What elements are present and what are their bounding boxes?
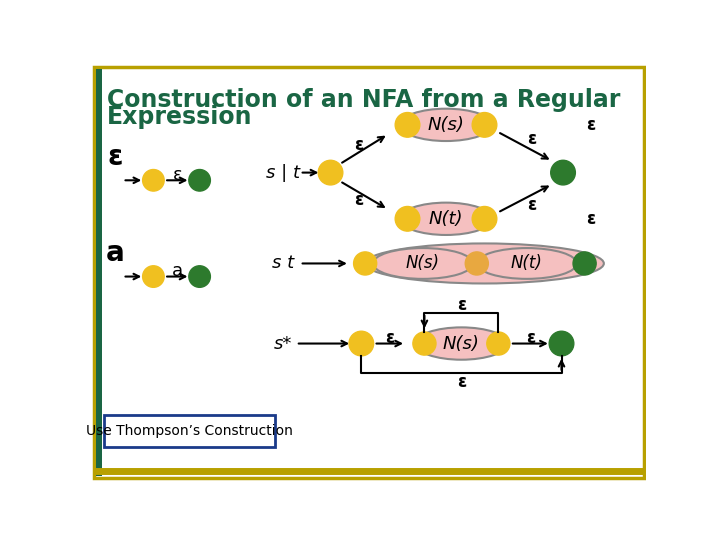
Text: ε: ε — [354, 136, 364, 154]
Circle shape — [395, 206, 420, 231]
Circle shape — [189, 170, 210, 191]
Text: Use Thompson’s Construction: Use Thompson’s Construction — [86, 424, 293, 438]
Circle shape — [549, 331, 574, 356]
Text: N(s): N(s) — [428, 116, 464, 134]
Circle shape — [349, 331, 374, 356]
Ellipse shape — [415, 327, 508, 360]
Text: ε: ε — [586, 210, 595, 228]
Text: ε: ε — [527, 196, 536, 214]
Text: ε: ε — [456, 373, 466, 391]
Text: N(t): N(t) — [428, 210, 463, 228]
Text: s*: s* — [274, 335, 292, 353]
Circle shape — [354, 252, 377, 275]
Text: ε: ε — [173, 166, 182, 184]
Text: Expression: Expression — [107, 105, 253, 129]
Circle shape — [465, 252, 488, 275]
Text: N(s): N(s) — [406, 254, 440, 273]
Text: a: a — [171, 262, 183, 280]
Text: ε: ε — [354, 191, 364, 208]
Text: ε: ε — [456, 296, 466, 314]
Circle shape — [573, 252, 596, 275]
Ellipse shape — [400, 109, 492, 141]
Ellipse shape — [400, 202, 492, 235]
Text: ε: ε — [527, 131, 536, 149]
Circle shape — [189, 266, 210, 287]
Text: s | t: s | t — [266, 164, 300, 181]
Ellipse shape — [373, 248, 473, 279]
Bar — [96, 70, 102, 476]
Circle shape — [472, 112, 497, 137]
Circle shape — [472, 206, 497, 231]
Text: N(s): N(s) — [443, 335, 480, 353]
Text: s t: s t — [271, 254, 294, 273]
Text: ε: ε — [385, 329, 395, 347]
Circle shape — [551, 160, 575, 185]
Ellipse shape — [365, 244, 604, 284]
Text: ε: ε — [586, 116, 595, 134]
FancyBboxPatch shape — [104, 415, 275, 448]
Ellipse shape — [477, 248, 577, 279]
Circle shape — [318, 160, 343, 185]
Circle shape — [413, 332, 436, 355]
Circle shape — [395, 112, 420, 137]
Text: N(t): N(t) — [511, 254, 543, 273]
Circle shape — [487, 332, 510, 355]
Circle shape — [143, 266, 164, 287]
Text: a: a — [106, 239, 125, 267]
Text: ε: ε — [107, 143, 122, 171]
Circle shape — [143, 170, 164, 191]
Text: ε: ε — [526, 329, 536, 347]
Text: Construction of an NFA from a Regular: Construction of an NFA from a Regular — [107, 88, 621, 112]
